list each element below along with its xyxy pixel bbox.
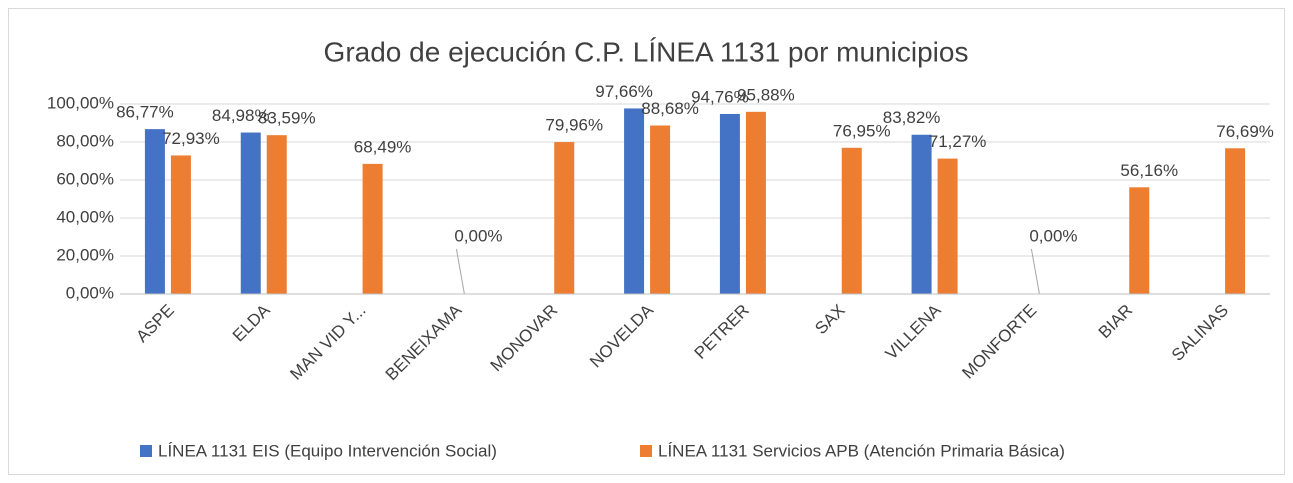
- value-label: 76,69%: [1216, 122, 1274, 141]
- bar: [170, 155, 191, 294]
- value-label: 0,00%: [454, 226, 502, 245]
- value-label: 0,00%: [1029, 226, 1077, 245]
- bar: [911, 134, 932, 294]
- bar: [624, 108, 645, 294]
- value-label: 83,82%: [883, 108, 941, 127]
- value-label: 84,98%: [212, 106, 270, 125]
- chart-title: Grado de ejecución C.P. LÍNEA 1131 por m…: [324, 36, 969, 67]
- leader-line: [455, 248, 465, 295]
- bar: [937, 158, 958, 294]
- bar: [144, 129, 165, 294]
- bar: [1225, 148, 1246, 294]
- value-label: 76,95%: [833, 121, 891, 140]
- value-label: 71,27%: [929, 132, 987, 151]
- y-tick-label: 20,00%: [56, 245, 114, 264]
- value-label: 95,88%: [737, 85, 795, 104]
- legend-label: LÍNEA 1131 Servicios APB (Atención Prima…: [658, 441, 1065, 460]
- bar: [745, 111, 766, 294]
- bar: [719, 113, 740, 295]
- legend-swatch: [640, 445, 652, 457]
- bar: [362, 163, 383, 294]
- bar: [240, 132, 261, 294]
- y-tick-label: 40,00%: [56, 207, 114, 226]
- value-label: 56,16%: [1120, 161, 1178, 180]
- y-tick-label: 100,00%: [47, 93, 114, 112]
- value-label: 68,49%: [354, 137, 412, 156]
- y-tick-label: 60,00%: [56, 169, 114, 188]
- value-label: 97,66%: [595, 82, 653, 101]
- leader-line: [1030, 248, 1040, 295]
- bar: [554, 142, 575, 294]
- bar: [841, 147, 862, 294]
- value-label: 88,68%: [641, 99, 699, 118]
- value-label: 79,96%: [545, 116, 603, 135]
- legend-label: LÍNEA 1131 EIS (Equipo Intervención Soci…: [158, 441, 497, 460]
- value-label: 94,76%: [691, 87, 749, 106]
- y-tick-label: 80,00%: [56, 131, 114, 150]
- bar: [1129, 187, 1150, 294]
- chart-border: [8, 8, 1285, 475]
- bar: [650, 125, 671, 295]
- value-label: 86,77%: [116, 103, 174, 122]
- y-tick-label: 0,00%: [66, 283, 114, 302]
- bar: [266, 135, 287, 294]
- legend-swatch: [140, 445, 152, 457]
- value-label: 72,93%: [162, 129, 220, 148]
- value-label: 83,59%: [258, 109, 316, 128]
